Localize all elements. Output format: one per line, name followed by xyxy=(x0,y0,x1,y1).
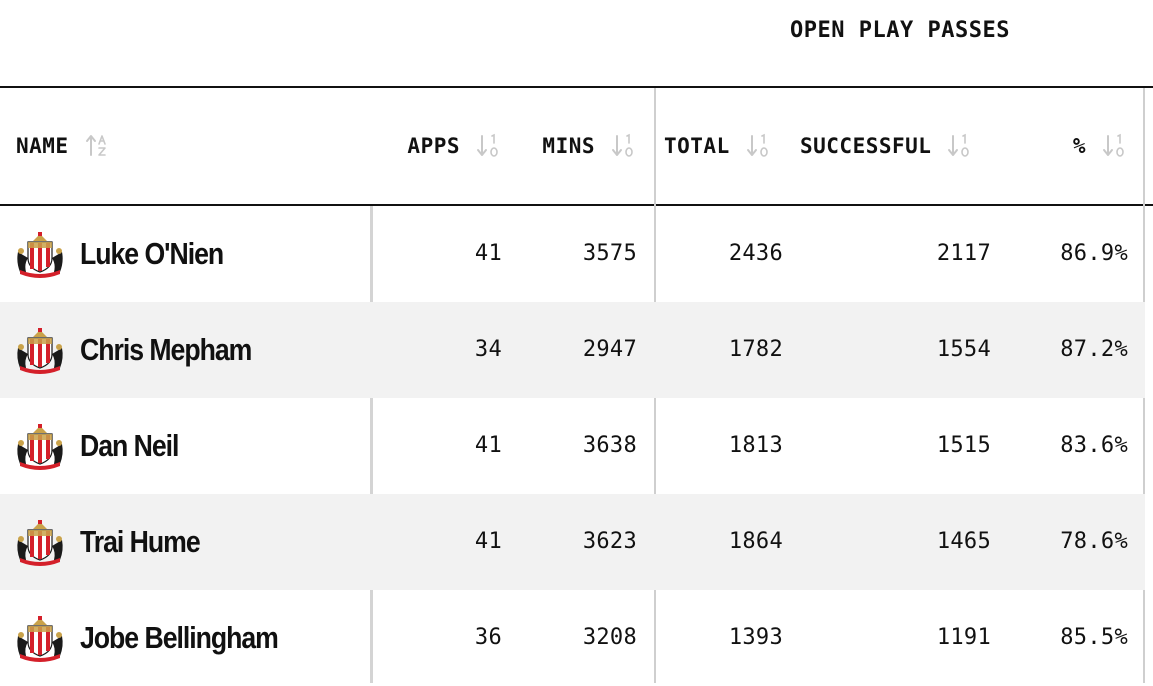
table-row[interactable]: Luke O'Nien 41 3575 2436 2117 86.9% xyxy=(0,206,1145,302)
column-header-apps-label: APPS xyxy=(407,134,460,158)
cell-total: 1782 xyxy=(728,337,783,362)
table-row[interactable]: Trai Hume 41 3623 1864 1465 78.6% xyxy=(0,494,1145,590)
sort-numeric-icon[interactable] xyxy=(947,133,973,159)
sort-alpha-icon[interactable] xyxy=(85,133,111,159)
cell-total: 1813 xyxy=(728,433,783,458)
column-header-percent-label: % xyxy=(1072,134,1086,158)
group-title-open-play-passes: OPEN PLAY PASSES xyxy=(790,18,1010,43)
cell-apps: 41 xyxy=(474,433,502,458)
player-name-link[interactable]: Chris Mepham xyxy=(80,332,252,367)
table-header-row: NAME APPS MINS TOTAL SUCCESSFUL % xyxy=(0,88,1153,206)
cell-apps: 34 xyxy=(474,337,502,362)
cell-mins: 3208 xyxy=(582,625,637,650)
player-name-link[interactable]: Dan Neil xyxy=(80,428,179,463)
column-header-percent[interactable]: % xyxy=(1000,88,1128,204)
table-body: Luke O'Nien 41 3575 2436 2117 86.9% Chri… xyxy=(0,206,1145,686)
column-header-mins-label: MINS xyxy=(542,134,595,158)
cell-mins: 3638 xyxy=(582,433,637,458)
cell-total: 2436 xyxy=(728,241,783,266)
cell-successful: 1191 xyxy=(936,625,991,650)
column-header-total[interactable]: TOTAL xyxy=(664,88,772,204)
cell-apps: 41 xyxy=(474,529,502,554)
player-name-link[interactable]: Trai Hume xyxy=(80,524,201,559)
cell-percent: 85.5% xyxy=(1060,625,1128,650)
cell-apps: 36 xyxy=(474,625,502,650)
table-row[interactable]: Chris Mepham 34 2947 1782 1554 87.2% xyxy=(0,302,1145,398)
sort-numeric-icon[interactable] xyxy=(611,133,637,159)
sort-numeric-icon[interactable] xyxy=(746,133,772,159)
cell-apps: 41 xyxy=(474,241,502,266)
cell-mins: 2947 xyxy=(582,337,637,362)
column-header-apps[interactable]: APPS xyxy=(380,88,502,204)
table-row[interactable]: Jobe Bellingham 36 3208 1393 1191 85.5% xyxy=(0,590,1145,686)
sunderland-crest-icon xyxy=(16,520,64,566)
cell-successful: 2117 xyxy=(936,241,991,266)
sunderland-crest-icon xyxy=(16,424,64,470)
cell-percent: 78.6% xyxy=(1060,529,1128,554)
sort-numeric-icon[interactable] xyxy=(476,133,502,159)
cell-percent: 87.2% xyxy=(1060,337,1128,362)
column-divider-name xyxy=(370,206,373,683)
column-header-total-label: TOTAL xyxy=(664,134,730,158)
cell-total: 1393 xyxy=(728,625,783,650)
table-row[interactable]: Dan Neil 41 3638 1813 1515 83.6% xyxy=(0,398,1145,494)
sunderland-crest-icon xyxy=(16,616,64,662)
column-header-successful[interactable]: SUCCESSFUL xyxy=(800,88,973,204)
group-header-row: OPEN PLAY PASSES xyxy=(0,0,1153,88)
cell-successful: 1465 xyxy=(936,529,991,554)
sort-numeric-icon[interactable] xyxy=(1102,133,1128,159)
column-header-mins[interactable]: MINS xyxy=(515,88,637,204)
cell-successful: 1554 xyxy=(936,337,991,362)
cell-percent: 86.9% xyxy=(1060,241,1128,266)
sunderland-crest-icon xyxy=(16,328,64,374)
column-header-name[interactable]: NAME xyxy=(16,88,111,204)
cell-mins: 3575 xyxy=(582,241,637,266)
sunderland-crest-icon xyxy=(16,232,64,278)
column-header-name-label: NAME xyxy=(16,134,69,158)
cell-mins: 3623 xyxy=(582,529,637,554)
player-name-link[interactable]: Jobe Bellingham xyxy=(80,620,279,655)
column-header-successful-label: SUCCESSFUL xyxy=(800,134,932,158)
player-name-link[interactable]: Luke O'Nien xyxy=(80,236,224,271)
cell-percent: 83.6% xyxy=(1060,433,1128,458)
cell-successful: 1515 xyxy=(936,433,991,458)
cell-total: 1864 xyxy=(728,529,783,554)
